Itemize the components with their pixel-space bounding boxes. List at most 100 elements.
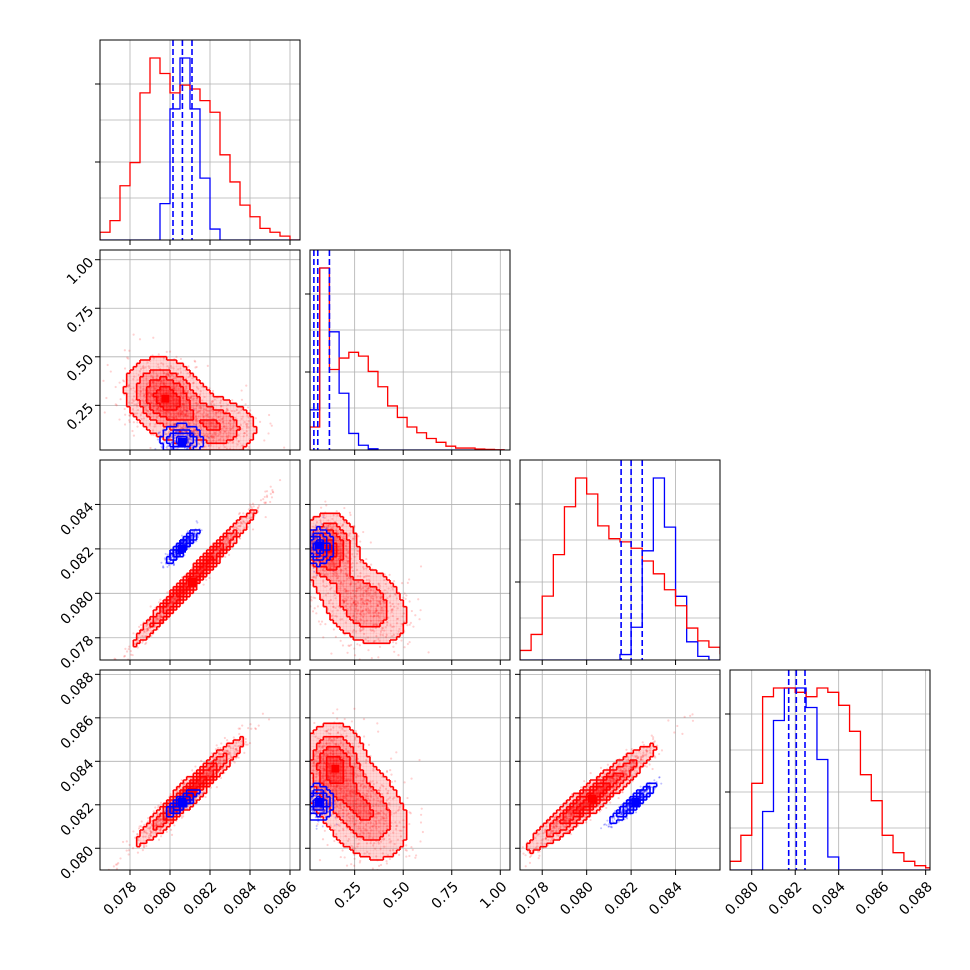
density-cell (153, 386, 157, 391)
density-cell (163, 403, 167, 407)
density-cell (166, 403, 171, 407)
scatter-point-a (186, 391, 189, 394)
scatter-point-b (187, 537, 190, 540)
density-cell (213, 433, 217, 437)
density-cell (200, 416, 204, 421)
scatter-point-a (142, 388, 145, 391)
density-cell (233, 423, 237, 427)
density-cell (143, 396, 147, 401)
scatter-point-a (225, 543, 228, 546)
scatter-point-a (173, 416, 176, 419)
scatter-point-a (148, 626, 151, 629)
density-cell (150, 406, 154, 411)
scatter-point-a (162, 410, 165, 414)
scatter-point-a (167, 374, 170, 377)
density-cell (180, 593, 184, 597)
density-cell (126, 386, 131, 391)
scatter-point-a (210, 553, 213, 557)
scatter-point-a (211, 417, 214, 420)
scatter-point-a (224, 542, 227, 546)
density-cell (190, 430, 194, 434)
density-cell (156, 376, 161, 381)
density-cell (166, 433, 171, 437)
scatter-point-a (172, 424, 175, 427)
scatter-point-a (360, 587, 363, 591)
density-cell (220, 546, 224, 551)
scatter-point-a (147, 365, 150, 368)
scatter-point-a (408, 641, 411, 644)
contour-line (172, 432, 195, 448)
scatter-point-a (180, 587, 183, 590)
scatter-point-a (410, 609, 413, 613)
scatter-point-a (144, 642, 147, 646)
density-cell (166, 406, 171, 411)
density-cell (200, 413, 204, 417)
density-cell (153, 616, 157, 621)
density-cell (156, 430, 161, 434)
density-cell (226, 546, 231, 551)
density-cell (183, 406, 187, 411)
density-cell (226, 420, 231, 424)
scatter-point-a (230, 409, 234, 413)
scatter-point-a (173, 423, 176, 426)
density-cell (156, 406, 161, 411)
scatter-point-a (424, 665, 426, 667)
scatter-point-a (180, 427, 183, 430)
density-cell (183, 596, 187, 601)
density-cell (236, 520, 241, 524)
density-cell (206, 553, 211, 557)
scatter-point-a (132, 434, 136, 437)
scatter-point-a (391, 588, 394, 591)
density-cell (173, 413, 177, 417)
density-cell (203, 403, 207, 407)
density-cell (240, 446, 244, 450)
contour-line (165, 429, 198, 450)
scatter-point-a (163, 382, 166, 385)
scatter-point-a (193, 359, 196, 362)
density-cell (143, 373, 147, 377)
density-cell (250, 420, 254, 424)
density-cell (200, 563, 204, 567)
density-cell (183, 576, 187, 581)
scatter-point-a (139, 393, 142, 396)
density-cell (210, 420, 214, 424)
density-cell (180, 413, 184, 417)
scatter-point-a (237, 411, 240, 415)
scatter-point-a (132, 421, 135, 424)
scatter-point-a (229, 428, 232, 431)
density-cell (180, 420, 184, 424)
density-cell (146, 390, 151, 394)
scatter-point-a (264, 501, 267, 504)
density-cell (190, 393, 194, 397)
scatter-point-a (362, 567, 365, 571)
scatter-point-a (335, 530, 339, 534)
density-peak (178, 438, 186, 446)
density-cell (186, 400, 191, 404)
scatter-point-a (356, 609, 359, 613)
scatter-point-a (159, 393, 162, 396)
scatter-point-b (163, 557, 166, 560)
scatter-point-a (181, 426, 184, 429)
scatter-point-a (215, 425, 218, 428)
density-cell (223, 440, 227, 444)
scatter-point-a (197, 387, 200, 390)
scatter-point-a (204, 414, 207, 417)
scatter-point-b (166, 565, 169, 568)
scatter-point-b (202, 462, 204, 464)
scatter-point-a (179, 357, 183, 361)
density-cell (140, 400, 144, 404)
density-cell (206, 550, 211, 554)
density-cell (160, 370, 164, 374)
density-cell (150, 403, 154, 407)
density-cell (160, 356, 164, 361)
scatter-point-a (170, 600, 173, 603)
density-cell (216, 546, 221, 551)
density-cell (166, 420, 171, 424)
density-cell (210, 410, 214, 414)
density-cell (206, 400, 211, 404)
scatter-point-a (196, 572, 200, 575)
scatter-point-a (158, 408, 162, 411)
scatter-point-a (129, 653, 133, 656)
density-cell (156, 356, 161, 361)
density-cell (136, 373, 141, 377)
